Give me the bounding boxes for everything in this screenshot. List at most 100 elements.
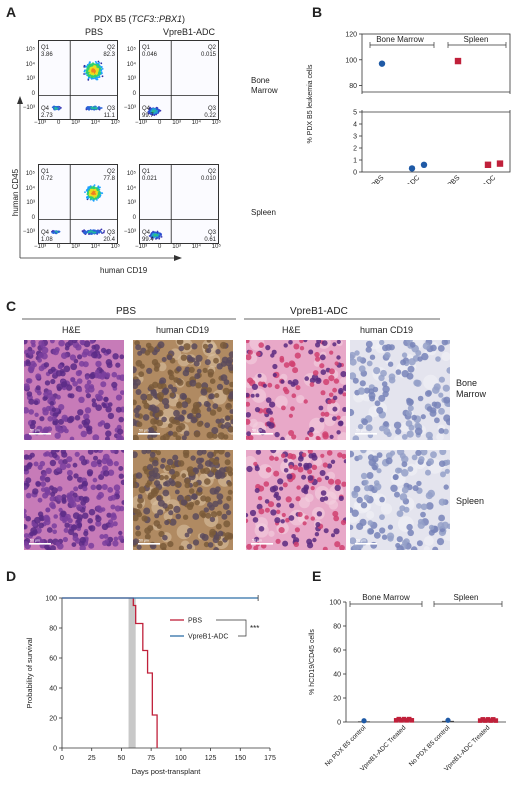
flow-event xyxy=(91,64,94,67)
micrograph-nucleus xyxy=(340,371,346,378)
flow-event xyxy=(100,69,103,71)
micrograph-nucleus xyxy=(438,428,445,434)
panel-b-group-bm: Bone Marrow xyxy=(376,35,424,44)
micrograph-nucleus xyxy=(36,390,42,396)
micrograph-nucleus xyxy=(103,422,111,430)
micrograph-nucleus xyxy=(174,489,180,495)
micrograph-nucleus xyxy=(176,340,184,345)
micrograph-nucleus xyxy=(251,383,258,390)
micrograph-nucleus xyxy=(65,384,73,391)
micrograph-scale-label: 50 µm xyxy=(252,429,262,433)
micrograph-nucleus xyxy=(420,450,428,456)
micrograph-nucleus xyxy=(160,435,166,440)
micrograph-nucleus xyxy=(191,343,198,350)
micrograph-nucleus xyxy=(115,489,120,495)
micrograph-nucleus xyxy=(246,418,251,425)
flow-event xyxy=(96,78,99,81)
panel-d-ytick-label: 80 xyxy=(49,626,57,633)
micrograph-nucleus xyxy=(82,496,90,503)
micrograph-nucleus xyxy=(43,514,50,521)
panel-a-col-pbs: PBS xyxy=(85,27,104,37)
micrograph-nucleus xyxy=(246,543,252,550)
micrograph-nucleus xyxy=(120,479,124,485)
micrograph-nucleus xyxy=(308,349,314,355)
micrograph-nucleus xyxy=(133,434,139,440)
micrograph-nucleus xyxy=(326,463,333,469)
micrograph-nucleus xyxy=(51,415,57,421)
panel-c-stain-cd19-2: human CD19 xyxy=(360,325,414,335)
panel-b-ytick-label: 2 xyxy=(353,146,357,153)
flow-q1-value: 0.046 xyxy=(142,52,158,58)
micrograph-stroma xyxy=(296,395,305,404)
micrograph-nucleus xyxy=(110,494,117,501)
micrograph-nucleus xyxy=(379,527,386,534)
micrograph-nucleus xyxy=(275,538,281,544)
micrograph-nucleus xyxy=(307,450,313,454)
flow-event xyxy=(156,234,159,237)
flow-q3-value: 0.61 xyxy=(204,237,216,243)
micrograph-scale-bar xyxy=(138,433,160,435)
micrograph-nucleus xyxy=(381,381,388,387)
micrograph-nucleus xyxy=(76,519,81,524)
micrograph-nucleus xyxy=(199,533,206,539)
flow-event xyxy=(86,196,88,198)
flow-event xyxy=(91,70,93,73)
panel-e-point-control-bm xyxy=(361,718,367,724)
micrograph-nucleus xyxy=(276,509,281,514)
flow-event xyxy=(85,65,88,68)
micrograph-nucleus xyxy=(97,394,103,400)
micrograph-nucleus xyxy=(363,387,371,394)
micrograph-nucleus xyxy=(133,366,137,374)
micrograph-nucleus xyxy=(379,496,385,503)
micrograph-nucleus xyxy=(194,373,201,380)
micrograph-nucleus xyxy=(111,381,118,388)
flow-event xyxy=(88,106,91,108)
micrograph-nucleus xyxy=(213,547,219,550)
micrograph-nucleus xyxy=(62,519,67,524)
micrograph-nucleus xyxy=(351,491,359,499)
micrograph-nucleus xyxy=(379,514,385,520)
micrograph-nucleus xyxy=(285,517,290,523)
panel-b-point-bm xyxy=(420,161,428,168)
micrograph-nucleus xyxy=(203,507,209,513)
micrograph-nucleus xyxy=(95,505,102,511)
flow-x-ticks-bm-adc: −10³ 0 10³ 10⁴ 10⁵ xyxy=(135,120,221,126)
micrograph-nucleus xyxy=(328,392,334,398)
micrograph-nucleus xyxy=(430,344,437,352)
flow-event xyxy=(98,75,101,78)
micrograph-nucleus xyxy=(296,485,301,490)
micrograph-nucleus xyxy=(103,470,110,477)
micrograph-nucleus xyxy=(49,545,56,550)
micrograph-nucleus xyxy=(390,484,398,492)
micrograph-nucleus xyxy=(280,379,285,384)
micrograph-nucleus xyxy=(61,414,68,422)
micrograph-nucleus xyxy=(225,466,233,474)
micrograph-nucleus xyxy=(384,352,391,359)
micrograph-nucleus xyxy=(438,498,446,506)
micrograph-nucleus xyxy=(318,405,324,411)
micrograph-nucleus xyxy=(55,494,63,502)
micrograph-nucleus xyxy=(322,462,328,468)
micrograph-nucleus xyxy=(77,387,83,393)
micrograph-nucleus xyxy=(356,496,363,504)
micrograph-nucleus xyxy=(401,434,408,440)
micrograph-nucleus xyxy=(316,477,322,483)
micrograph-nucleus xyxy=(64,513,71,520)
panel-d-significance: *** xyxy=(250,624,259,633)
micrograph-nucleus xyxy=(184,478,191,485)
micrograph-nucleus xyxy=(254,407,261,413)
micrograph-nucleus xyxy=(290,453,297,460)
micrograph-nucleus xyxy=(102,453,110,461)
panel-d-xtick-label: 25 xyxy=(88,755,96,762)
flow-event xyxy=(88,233,90,235)
micrograph-nucleus xyxy=(206,347,212,354)
flow-event xyxy=(97,186,99,188)
micrograph-nucleus xyxy=(407,365,415,373)
panel-d-xtick-label: 175 xyxy=(264,755,276,762)
micrograph-nucleus xyxy=(319,354,326,361)
micrograph-nucleus xyxy=(227,534,233,540)
micrograph-nucleus xyxy=(331,533,335,538)
micrograph-nucleus xyxy=(171,474,176,480)
micrograph-nucleus xyxy=(303,486,309,492)
flow-event xyxy=(156,232,159,234)
